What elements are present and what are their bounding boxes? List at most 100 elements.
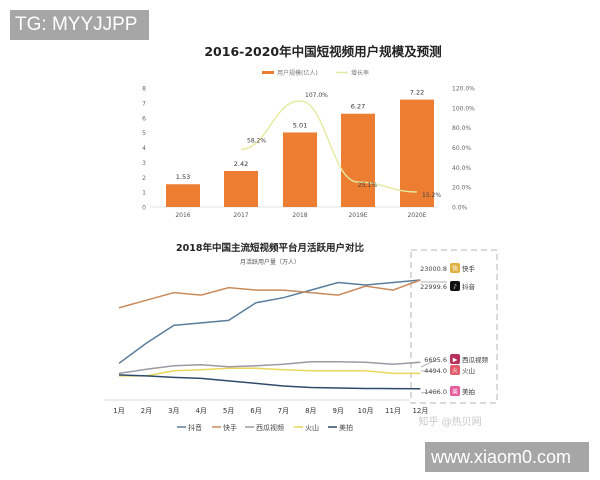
series-line-4 [118, 374, 421, 390]
app-name: 火山 [462, 366, 475, 375]
x-tick-label: 2016 [175, 212, 190, 219]
bar-chart-legend: 用户规模(亿人) 增长率 [262, 69, 369, 77]
bars: 1.53 2.42 5.01 6.27 7.22 [166, 89, 434, 207]
y-left-tick: 4 [142, 145, 146, 152]
line-chart-subtitle: 月活跃用户量（万人） [240, 258, 300, 266]
line-chart-mau: 2018年中国主流短视频平台月活跃用户对比 月活跃用户量（万人） 1月 2月 3月 4… [104, 242, 498, 432]
bar-2020E [400, 99, 434, 207]
month-tick-label: 9月 [332, 407, 343, 415]
y-left-tick: 2 [142, 175, 146, 182]
x-axis-labels: 1月 2月 3月 4月 5月 6月 7月 8月 9月 10月 11月 12月 [113, 407, 428, 415]
app-icon-快手 [450, 263, 460, 273]
app-icon-西瓜视频 [450, 354, 460, 364]
watermark-top-left: TG: MYYJJPP [10, 10, 149, 40]
y-axis-right: 0.0% 20.0% 40.0% 60.0% 80.0% 100.0% 120.0% [452, 86, 475, 212]
y-right-tick: 0.0% [452, 205, 468, 212]
x-tick-label: 2020E [407, 212, 426, 219]
legend-label-line: 增长率 [351, 69, 369, 77]
watermark-bottom-right: www.xiaom0.com [425, 442, 589, 472]
legend-label: 火山 [305, 423, 319, 432]
app-name: 抖音 [462, 282, 476, 291]
connector-line [420, 358, 439, 368]
legend-label: 美拍 [339, 423, 353, 432]
bar-value-label: 2.42 [234, 160, 248, 168]
end-value: 23000.8 [420, 265, 447, 273]
bar-2017 [224, 171, 258, 207]
series-line-3 [119, 367, 421, 377]
legend-swatch-bar [262, 71, 274, 74]
growth-rate-line: 58.2% 107.0% 25.1% 15.2% [240, 92, 441, 199]
end-value-labels: 23000.8快快手22999.6♪抖音6695.6▶西瓜视频4494.0火火山… [420, 263, 489, 396]
x-tick-label: 2018 [292, 212, 307, 219]
app-name: 快手 [462, 264, 476, 273]
bar-chart-title: 2016-2020年中国短视频用户规模及预测 [204, 44, 441, 59]
bar-value-label: 5.01 [293, 121, 307, 129]
legend-label-bar: 用户规模(亿人) [277, 69, 318, 77]
y-right-tick: 80.0% [452, 125, 471, 132]
growth-value-label: 15.2% [422, 192, 441, 199]
month-tick-label: 8月 [305, 407, 316, 415]
bar-2016 [166, 184, 200, 207]
app-icon-glyph: 火 [452, 368, 458, 375]
y-axis-left: 0 1 2 3 4 5 6 7 8 [142, 86, 146, 212]
app-icon-美拍 [450, 386, 460, 396]
month-tick-label: 10月 [358, 407, 374, 415]
bar-chart-user-scale: 2016-2020年中国短视频用户规模及预测 用户规模(亿人) 增长率 0 1 2 3… [142, 44, 475, 219]
bar-2019E [341, 113, 375, 207]
x-tick-label: 2019E [348, 212, 367, 219]
y-right-tick: 120.0% [452, 86, 475, 93]
end-value: 22999.6 [420, 283, 447, 291]
growth-value-label: 25.1% [358, 182, 377, 189]
legend-label: 快手 [223, 423, 237, 432]
month-tick-label: 12月 [412, 407, 428, 415]
growth-line-path [240, 100, 418, 193]
line-chart-title: 2018年中国主流短视频平台月活跃用户对比 [176, 242, 364, 254]
series-line-0 [118, 279, 421, 364]
month-tick-label: 5月 [223, 407, 234, 415]
series-line-2 [118, 361, 421, 375]
month-tick-label: 7月 [278, 407, 289, 415]
end-value: 1466.0 [424, 388, 447, 396]
bar-value-label: 1.53 [176, 173, 190, 181]
bar-2018 [283, 132, 317, 207]
month-tick-label: 2月 [141, 407, 152, 415]
x-tick-label: 2017 [233, 212, 248, 219]
app-icon-火山 [450, 365, 460, 375]
app-icon-抖音 [450, 281, 460, 291]
month-tick-label: 11月 [385, 407, 401, 415]
month-tick-label: 6月 [250, 407, 261, 415]
growth-value-label: 107.0% [305, 92, 328, 99]
y-left-tick: 6 [142, 115, 146, 122]
series-line-1 [118, 279, 421, 309]
app-icon-glyph: 美 [452, 388, 458, 396]
y-left-tick: 1 [142, 190, 146, 197]
y-right-tick: 20.0% [452, 185, 471, 192]
zhihu-watermark: 知乎 @热贝网 [418, 415, 481, 428]
y-left-tick: 3 [142, 160, 146, 167]
bar-value-label: 6.27 [351, 103, 365, 111]
app-icon-glyph: ♪ [453, 284, 457, 291]
y-left-tick: 7 [142, 100, 146, 107]
app-name: 美拍 [462, 387, 475, 396]
line-chart-legend: 抖音 快手 西瓜视频 火山 美拍 [177, 423, 353, 432]
app-icon-glyph: ▶ [453, 357, 458, 364]
series-lines [118, 279, 421, 390]
y-left-tick: 5 [142, 130, 146, 137]
app-name: 西瓜视频 [462, 355, 489, 364]
month-tick-label: 1月 [113, 407, 124, 415]
bar-value-label: 7.22 [410, 89, 424, 97]
y-right-tick: 40.0% [452, 165, 471, 172]
growth-value-label: 58.2% [247, 137, 266, 144]
month-tick-label: 3月 [168, 407, 179, 415]
app-icon-glyph: 快 [452, 265, 458, 273]
end-values-dashed-box [410, 249, 498, 404]
y-right-tick: 60.0% [452, 145, 471, 152]
month-tick-label: 4月 [195, 407, 206, 415]
legend-label: 西瓜视频 [256, 423, 284, 432]
y-right-tick: 100.0% [452, 105, 475, 112]
x-axis-labels: 2016 2017 2018 2019E 2020E [175, 212, 426, 219]
y-left-tick: 8 [142, 86, 146, 93]
connector-line [420, 390, 439, 394]
y-left-tick: 0 [142, 205, 146, 212]
